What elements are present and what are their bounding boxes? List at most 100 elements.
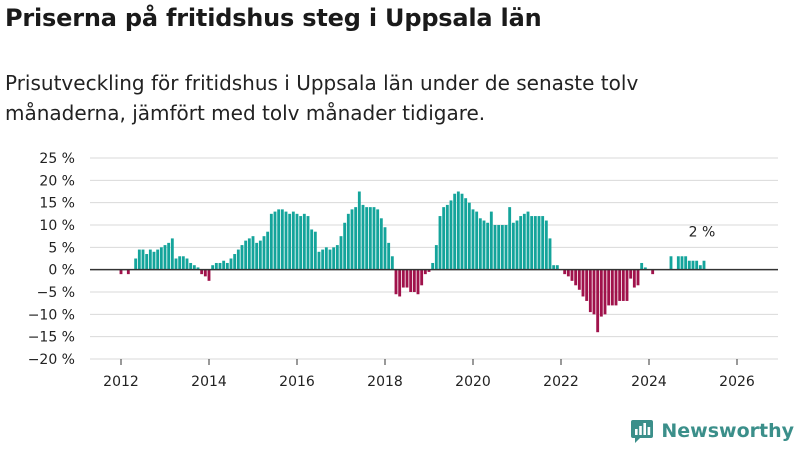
brand-name: Newsworthy [661,420,794,442]
bar [629,269,633,279]
y-tick-label: 25 % [39,151,75,167]
bar [251,236,255,270]
bar [291,211,295,270]
y-tick-label: 5 % [48,240,75,256]
bar [409,269,413,292]
grid-lines [90,157,778,360]
y-tick-label: −10 % [28,307,75,323]
bar [222,260,226,270]
bar [262,236,266,270]
bar [233,254,237,270]
bar [467,202,471,270]
bar [497,225,501,270]
bar [640,262,644,270]
bar [170,238,174,270]
bar [394,269,398,295]
axes: 25 % 20 % 15 % 10 % 5 % 0 % −5 % −10 % −15 % −20 … [28,151,778,390]
bar [486,222,490,270]
bar [515,220,519,270]
bar [156,249,160,270]
y-tick-label: 15 % [39,196,75,212]
bar [478,218,482,270]
bar [566,269,570,277]
bar [229,258,233,270]
bar [464,198,468,270]
bar [592,269,596,315]
bar [141,249,145,270]
bar [651,269,655,275]
y-tick-label: 0 % [48,263,75,279]
bar [335,245,339,270]
bar [343,222,347,270]
bar [500,225,504,270]
bar [405,269,409,288]
bar [145,254,149,270]
bar [702,260,706,270]
bar [273,211,277,270]
bar [416,269,420,295]
bar [519,216,523,270]
bar [167,242,171,270]
bar [218,262,222,270]
bar [449,200,453,270]
bar [471,209,475,270]
bar [255,242,259,270]
bar [211,265,215,270]
chart-subtitle: Prisutveckling för fritidshus i Uppsala … [5,71,639,125]
bar [445,204,449,270]
brand-logo[interactable]: Newsworthy [630,418,794,444]
bar [174,258,178,270]
bar [680,256,684,270]
bar [691,260,695,270]
bar [266,231,270,270]
bar [137,249,141,270]
x-tick-label: 2020 [455,374,491,390]
bar [570,269,574,281]
bar [368,207,372,270]
latest-value-label: 2 % [689,225,716,241]
bar [192,265,196,270]
bar [258,240,262,270]
bar [332,247,336,270]
bar [585,269,589,301]
bar [581,269,585,297]
bar [306,216,310,270]
bar [313,231,317,270]
bar [544,220,548,270]
bar [401,269,405,288]
bar [244,240,248,270]
bar [522,213,526,270]
bar [489,211,493,270]
bar [240,245,244,270]
bar [203,269,207,277]
bar [607,269,611,306]
bar [632,269,636,288]
bar [442,207,446,270]
bar [423,269,427,275]
bar [163,245,167,270]
bar [599,269,603,317]
bar-series [119,191,706,333]
bar [511,222,515,270]
bar [552,265,556,270]
bar [456,191,460,270]
x-tick-label: 2024 [631,374,667,390]
bar [482,220,486,270]
bar [420,269,424,286]
newsworthy-logo-icon [631,420,654,443]
bar [247,238,251,270]
bar [695,260,699,270]
bar [328,249,332,270]
bar [324,247,328,270]
bar [365,207,369,270]
bar [310,229,314,270]
bar [548,238,552,270]
bar [207,269,211,281]
bar [431,262,435,270]
bar [372,207,376,270]
bar [603,269,607,315]
y-tick-label: −5 % [37,285,75,301]
bar [596,269,600,333]
bar [636,269,640,286]
